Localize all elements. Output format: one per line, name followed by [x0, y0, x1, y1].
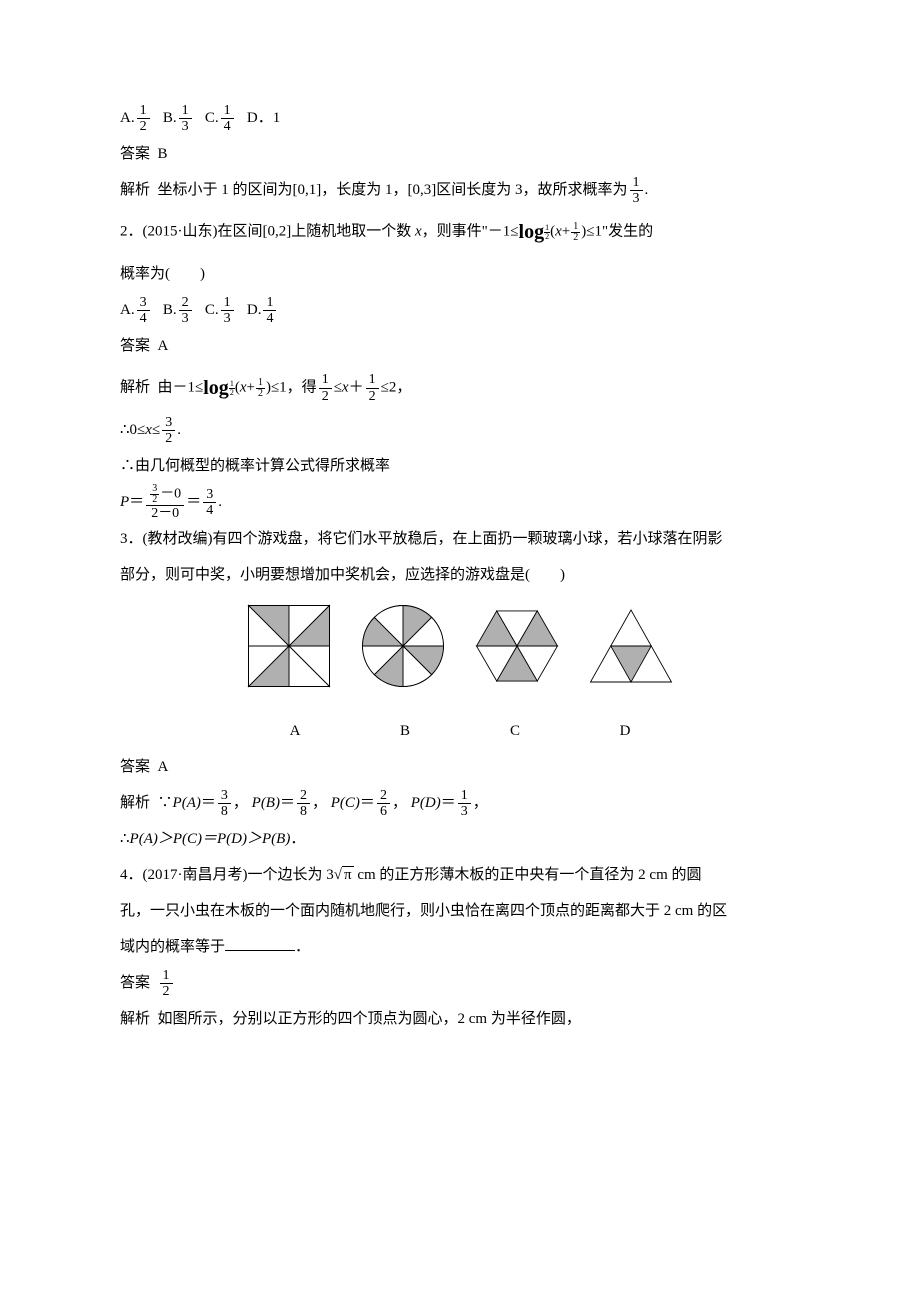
exp-frac: 13 [630, 175, 643, 207]
q2-options: A.34 B.23 C.13 D.14 [120, 292, 800, 328]
opt-B-frac: 13 [179, 103, 192, 135]
q3-stem-2: 部分，则可中奖，小明要想增加中奖机会，应选择的游戏盘是( ) [120, 557, 800, 593]
q3-exp-1: 解析 ∵P(A)＝38， P(B)＝28， P(C)＝26， P(D)＝13， [120, 785, 800, 821]
q2-exp-3: ∴由几何概型的概率计算公式得所求概率 [120, 448, 800, 484]
q1-options: A.12 B.13 C.14 D．1 [120, 100, 800, 136]
figure-B [358, 601, 448, 691]
q4-stem-3: 域内的概率等于． [120, 929, 800, 965]
opt-C-frac: 14 [221, 103, 234, 135]
opt-D-val: 1 [273, 110, 281, 126]
q2-stem-2: 概率为( ) [120, 256, 800, 292]
q4-stem-1: 4．(2017·南昌月考)一个边长为 3√π cm 的正方形薄木板的正中央有一个… [120, 857, 800, 893]
q3-figures [120, 601, 800, 705]
q4-stem-2: 孔，一只小虫在木板的一个面内随机地爬行，则小虫恰在离四个顶点的距离都大于 2 c… [120, 893, 800, 929]
q2-exp-2: ∴0≤x≤32. [120, 412, 800, 448]
q4-answer: 答案 12 [120, 965, 800, 1001]
fill-blank [225, 935, 295, 951]
sqrt-pi: √π [334, 857, 354, 893]
opt-D-label: D． [247, 110, 273, 126]
figure-D [586, 601, 676, 691]
opt-A-label: A. [120, 110, 135, 126]
q2-exp-1: 解析 由－1≤log12(x+12)≤1，得12≤x＋12≤2， [120, 364, 800, 412]
q2-stem-1: 2．(2015·山东)在区间[0,2]上随机地取一个数 x，则事件"－1≤log… [120, 208, 800, 256]
q3-stem-1: 3．(教材改编)有四个游戏盘，将它们水平放稳后，在上面扔一颗玻璃小球，若小球落在… [120, 521, 800, 557]
q3-exp-2: ∴P(A)＞P(C)＝P(D)＞P(B)． [120, 821, 800, 857]
answer-label: 答案 [120, 146, 150, 162]
log-symbol: log [519, 208, 545, 256]
q2-exp-4: P＝32－02－0＝34. [120, 484, 800, 521]
exp-text: 坐标小于 1 的区间为[0,1]，长度为 1，[0,3]区间长度为 3，故所求概… [158, 182, 628, 198]
q2-src: (2015·山东)在区间[0,2]上随机地取一个数 [143, 223, 415, 239]
exp-label: 解析 [120, 182, 150, 198]
q4-exp: 解析 如图所示，分别以正方形的四个顶点为圆心，2 cm 为半径作圆， [120, 1001, 800, 1037]
log-arg-frac: 12 [571, 222, 580, 243]
opt-A-frac: 12 [137, 103, 150, 135]
q1-explanation: 解析 坐标小于 1 的区间为[0,1]，长度为 1，[0,3]区间长度为 3，故… [120, 172, 800, 208]
q2-num: 2． [120, 223, 143, 239]
answer-value: B [158, 146, 168, 162]
q3-answer: 答案 A [120, 749, 800, 785]
figure-A [244, 601, 334, 691]
var-x: x [415, 223, 422, 239]
figure-C [472, 601, 562, 691]
complex-frac: 32－02－0 [146, 484, 184, 521]
opt-B-label: B. [163, 110, 177, 126]
q2-answer: 答案 A [120, 328, 800, 364]
opt-C-label: C. [205, 110, 219, 126]
q1-answer: 答案 B [120, 136, 800, 172]
q3-figure-labels: ABCD [120, 713, 800, 749]
